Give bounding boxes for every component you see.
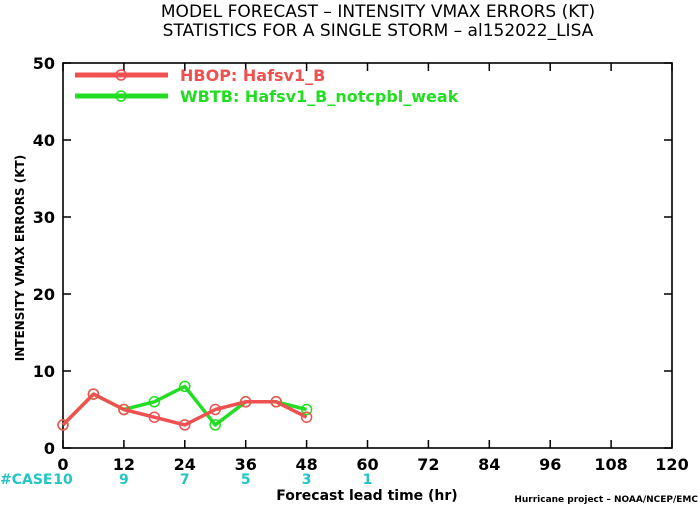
- y-tick-label: 0: [44, 439, 55, 458]
- x-tick-label: 72: [417, 455, 439, 474]
- legend-marker-wbtb: [115, 90, 127, 102]
- y-tick-label: 30: [33, 208, 55, 227]
- y-axis: 0 10 20 30 40 50: [33, 54, 672, 458]
- x-tick-label: 60: [356, 455, 378, 474]
- data-point-hbop: [118, 403, 130, 416]
- chart-subtitle: STATISTICS FOR A SINGLE STORM – al152022…: [163, 21, 594, 41]
- data-point-hbop: [87, 388, 100, 400]
- x-tick-label: 48: [295, 455, 317, 474]
- x-tick-label: 108: [594, 455, 627, 474]
- x-tick-label: 84: [478, 455, 500, 474]
- series-line-wbtb: [61, 384, 308, 427]
- case-count: 3: [302, 472, 312, 488]
- series-layer: [57, 380, 313, 431]
- data-point-hbop: [209, 403, 221, 416]
- data-point-hbop: [239, 396, 252, 408]
- case-count: 9: [119, 472, 129, 488]
- data-point-wbtb: [148, 396, 161, 408]
- data-point-wbtb: [300, 403, 313, 416]
- x-axis: 0 12 24 36 48 60 72 84 96 108 120: [57, 63, 689, 474]
- data-point-hbop: [300, 411, 313, 423]
- x-tick-label: 96: [539, 455, 561, 474]
- data-point-hbop: [270, 396, 282, 408]
- legend-label-hbop: HBOP: Hafsv1_B: [180, 66, 325, 85]
- x-tick-label: 36: [235, 455, 257, 474]
- case-count: 7: [180, 472, 190, 488]
- data-point-hbop: [148, 411, 161, 423]
- case-label: #CASE: [0, 472, 53, 488]
- case-counts: 10 9 7 5 3 1: [53, 472, 372, 488]
- x-tick-label: 120: [655, 455, 688, 474]
- legend-marker-hbop: [115, 69, 127, 81]
- case-count: 5: [241, 472, 251, 488]
- y-tick-label: 20: [33, 285, 55, 304]
- data-point-wbtb: [179, 380, 191, 393]
- case-count: 10: [53, 472, 73, 488]
- chart-title: MODEL FORECAST – INTENSITY VMAX ERRORS (…: [161, 2, 595, 22]
- y-tick-label: 50: [33, 54, 55, 73]
- y-axis-label: INTENSITY VMAX ERRORS (KT): [13, 155, 27, 361]
- data-point-wbtb: [209, 419, 221, 431]
- data-point-hbop: [57, 419, 69, 431]
- credit-text: Hurricane project – NOAA/NCEP/EMC: [514, 495, 698, 505]
- case-count: 1: [363, 472, 373, 488]
- series-line-hbop: [61, 392, 308, 427]
- y-tick-label: 10: [33, 362, 55, 381]
- data-point-hbop: [179, 419, 191, 431]
- x-tick-label: 24: [174, 455, 196, 474]
- legend: HBOP: Hafsv1_B WBTB: Hafsv1_B_notcpbl_we…: [75, 66, 459, 106]
- legend-label-wbtb: WBTB: Hafsv1_B_notcpbl_weak: [180, 87, 459, 106]
- x-axis-label: Forecast lead time (hr): [276, 488, 457, 504]
- x-tick-label: 0: [57, 455, 68, 474]
- plot-frame: [62, 62, 673, 449]
- y-tick-label: 40: [33, 131, 55, 150]
- x-tick-label: 12: [113, 455, 135, 474]
